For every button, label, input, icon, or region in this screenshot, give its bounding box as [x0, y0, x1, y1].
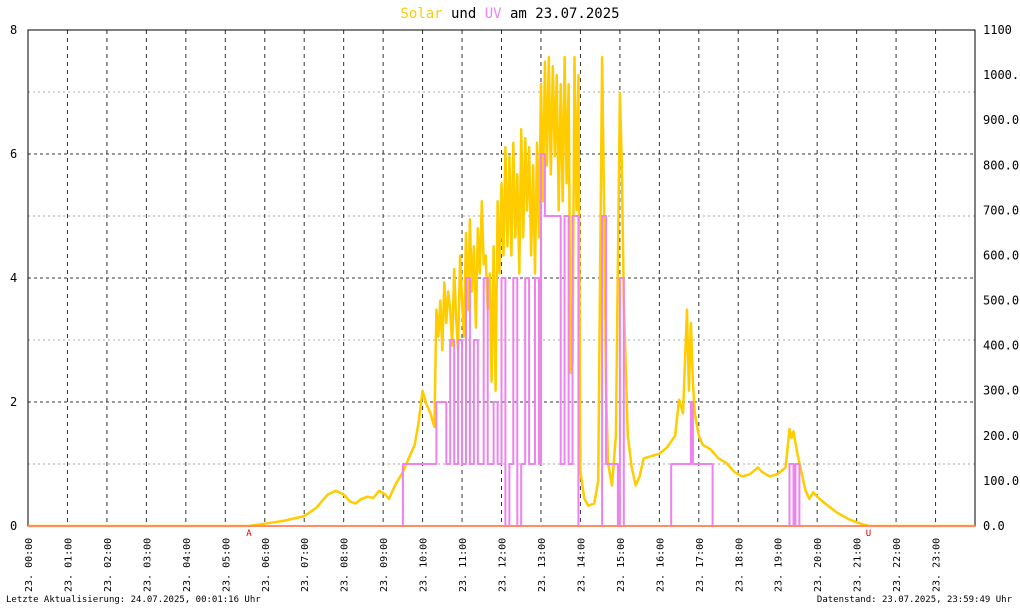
y-right-tick-label: 400.0 [983, 339, 1019, 353]
y-right-tick-label: 300.0 [983, 384, 1019, 398]
y-right-tick-label: 800.0 [983, 158, 1019, 172]
x-tick-label: 23. 04:00 [182, 538, 193, 592]
chart-title-part-2: UV [485, 6, 502, 22]
chart-title-part-0: Solar [400, 6, 442, 22]
marker-a: A [246, 529, 252, 539]
x-tick-label: 23. 11:00 [458, 538, 469, 592]
x-tick-label: 23. 23:00 [932, 538, 943, 592]
x-tick-label: 23. 21:00 [853, 538, 864, 592]
x-tick-label: 23. 01:00 [63, 538, 74, 592]
footer-last-update: Letzte Aktualisierung: 24.07.2025, 00:01… [6, 595, 261, 605]
x-tick-label: 23. 10:00 [419, 538, 430, 592]
x-tick-label: 23. 06:00 [261, 538, 272, 592]
x-tick-label: 23. 08:00 [340, 538, 351, 592]
x-tick-label: 23. 02:00 [103, 538, 114, 592]
x-tick-label: 23. 12:00 [498, 538, 509, 592]
x-tick-label: 23. 19:00 [774, 538, 785, 592]
y-right-tick-label: 1100 [983, 23, 1012, 37]
x-tick-label: 23. 13:00 [537, 538, 548, 592]
chart-title-part-1: und [443, 6, 485, 22]
y-right-tick-label: 200.0 [983, 429, 1019, 443]
x-tick-label: 23. 03:00 [142, 538, 153, 592]
footer-data-status: Datenstand: 23.07.2025, 23:59:49 Uhr [817, 595, 1013, 605]
y-right-tick-label: 500.0 [983, 294, 1019, 308]
chart-title: Solar und UV am 23.07.2025 [400, 6, 619, 22]
y-right-tick-label: 100.0 [983, 474, 1019, 488]
series-line-solar [28, 55, 975, 528]
x-tick-label: 23. 18:00 [734, 538, 745, 592]
x-tick-label: 23. 05:00 [221, 538, 232, 592]
x-tick-label: 23. 00:00 [24, 538, 35, 592]
y-left-tick-label: 2 [10, 395, 17, 409]
marker-u: U [866, 529, 871, 539]
x-tick-label: 23. 15:00 [616, 538, 627, 592]
y-right-tick-label: 900.0 [983, 113, 1019, 127]
y-left-tick-label: 8 [10, 23, 17, 37]
chart-title-part-3: am 23.07.2025 [502, 6, 620, 22]
y-right-tick-label: 700.0 [983, 203, 1019, 217]
x-tick-label: 23. 22:00 [892, 538, 903, 592]
x-tick-label: 23. 09:00 [379, 538, 390, 592]
y-right-tick-label: 0.0 [983, 519, 1005, 533]
y-right-tick-label: 1000.0 [983, 68, 1020, 82]
x-tick-label: 23. 20:00 [813, 538, 824, 592]
y-left-tick-label: 4 [10, 271, 17, 285]
series-line-uv [28, 153, 975, 527]
y-right-tick-label: 600.0 [983, 248, 1019, 262]
x-tick-label: 23. 14:00 [576, 538, 587, 592]
x-tick-label: 23. 07:00 [300, 538, 311, 592]
y-left-tick-label: 0 [10, 519, 17, 533]
x-tick-label: 23. 16:00 [655, 538, 666, 592]
y-left-tick-label: 6 [10, 147, 17, 161]
x-tick-label: 23. 17:00 [695, 538, 706, 592]
